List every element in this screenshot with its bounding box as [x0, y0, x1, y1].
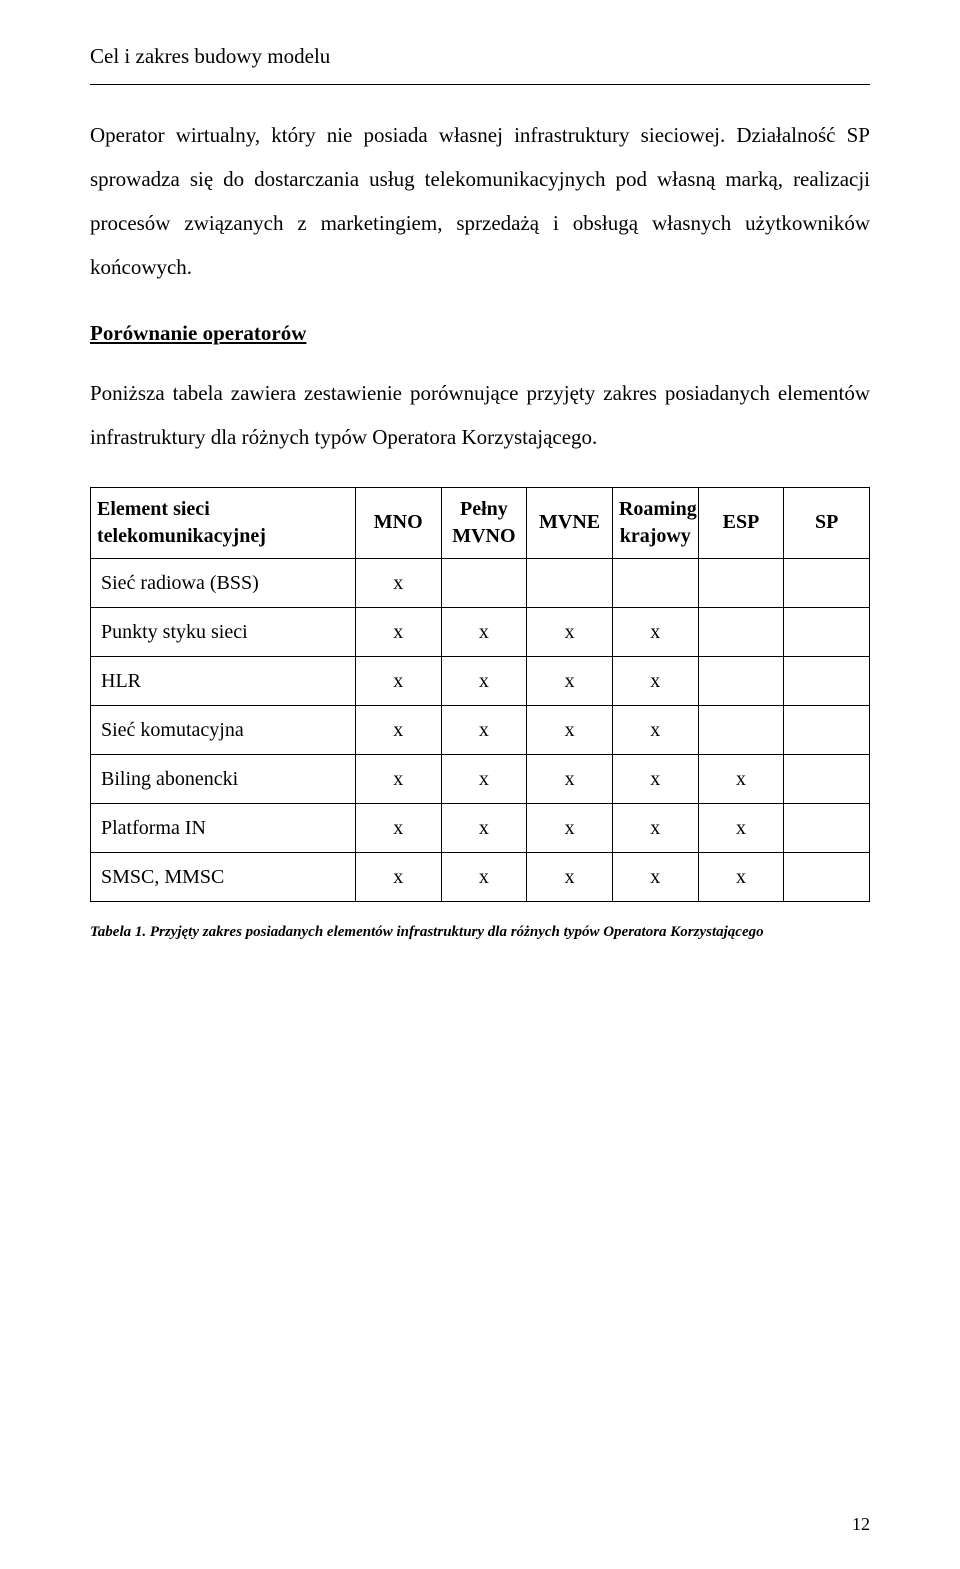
table-cell: [698, 558, 784, 607]
column-header-element: Element sieci telekomunikacyjnej: [91, 487, 356, 558]
section-heading-comparison: Porównanie operatorów: [90, 317, 870, 351]
table-cell: x: [612, 656, 698, 705]
table-cell: x: [527, 656, 613, 705]
table-cell: x: [527, 852, 613, 901]
table-row: Sieć radiowa (BSS) x: [91, 558, 870, 607]
comparison-table: Element sieci telekomunikacyjnej MNO Peł…: [90, 487, 870, 902]
table-cell: x: [355, 558, 441, 607]
table-cell: x: [441, 607, 527, 656]
table-cell: x: [698, 803, 784, 852]
table-cell: [527, 558, 613, 607]
table-cell: [698, 656, 784, 705]
table-row: Platforma IN x x x x x: [91, 803, 870, 852]
row-label: Biling abonencki: [91, 754, 356, 803]
table-cell: [784, 705, 870, 754]
table-cell: [784, 607, 870, 656]
row-label: HLR: [91, 656, 356, 705]
table-cell: x: [698, 852, 784, 901]
table-cell: x: [355, 803, 441, 852]
row-label: Sieć radiowa (BSS): [91, 558, 356, 607]
column-header-esp: ESP: [698, 487, 784, 558]
row-label: Sieć komutacyjna: [91, 705, 356, 754]
table-cell: x: [441, 705, 527, 754]
table-cell: x: [527, 754, 613, 803]
column-header-pelny-mvno: Pełny MVNO: [441, 487, 527, 558]
table-cell: x: [698, 754, 784, 803]
table-cell: x: [355, 705, 441, 754]
table-cell: [698, 607, 784, 656]
table-cell: x: [612, 705, 698, 754]
table-header-row: Element sieci telekomunikacyjnej MNO Peł…: [91, 487, 870, 558]
table-cell: x: [441, 754, 527, 803]
column-header-mno: MNO: [355, 487, 441, 558]
table-cell: x: [355, 852, 441, 901]
table-cell: x: [612, 754, 698, 803]
table-cell: x: [355, 754, 441, 803]
table-row: Sieć komutacyjna x x x x: [91, 705, 870, 754]
table-cell: [698, 705, 784, 754]
table-cell: [784, 803, 870, 852]
table-cell: [784, 656, 870, 705]
column-header-sp: SP: [784, 487, 870, 558]
table-cell: x: [612, 607, 698, 656]
paragraph-intro: Operator wirtualny, który nie posiada wł…: [90, 113, 870, 289]
column-header-roaming: Roaming krajowy: [612, 487, 698, 558]
table-row: SMSC, MMSC x x x x x: [91, 852, 870, 901]
table-cell: x: [612, 852, 698, 901]
header-rule: [90, 84, 870, 85]
table-cell: x: [527, 803, 613, 852]
table-cell: x: [612, 803, 698, 852]
row-label: SMSC, MMSC: [91, 852, 356, 901]
table-cell: x: [441, 803, 527, 852]
row-label: Punkty styku sieci: [91, 607, 356, 656]
column-header-mvne: MVNE: [527, 487, 613, 558]
table-caption: Tabela 1. Przyjęty zakres posiadanych el…: [90, 920, 870, 944]
table-cell: [612, 558, 698, 607]
page-number: 12: [852, 1510, 870, 1539]
table-cell: [784, 852, 870, 901]
table-cell: [784, 558, 870, 607]
table-cell: x: [355, 656, 441, 705]
table-cell: [784, 754, 870, 803]
table-cell: x: [441, 656, 527, 705]
table-row: HLR x x x x: [91, 656, 870, 705]
table-cell: x: [527, 705, 613, 754]
row-label: Platforma IN: [91, 803, 356, 852]
table-cell: x: [441, 852, 527, 901]
table-cell: [441, 558, 527, 607]
paragraph-comparison: Poniższa tabela zawiera zestawienie poró…: [90, 371, 870, 459]
table-row: Biling abonencki x x x x x: [91, 754, 870, 803]
table-row: Punkty styku sieci x x x x: [91, 607, 870, 656]
table-cell: x: [527, 607, 613, 656]
page-header-title: Cel i zakres budowy modelu: [90, 40, 870, 74]
table-cell: x: [355, 607, 441, 656]
